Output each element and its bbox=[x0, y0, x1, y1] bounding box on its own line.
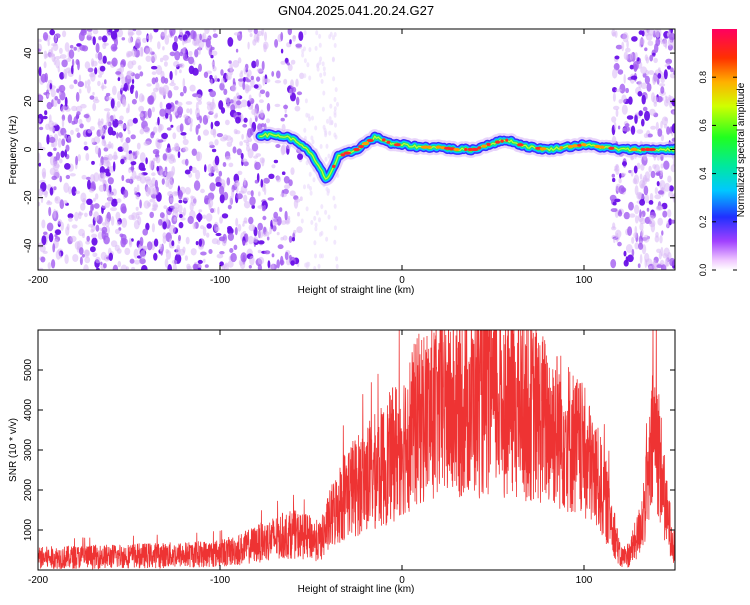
colorbar-label: Normalized spectral amplitude bbox=[736, 82, 747, 217]
spectrogram-plot-area bbox=[38, 29, 675, 270]
colorbar: 0.0 0.2 0.4 0.6 0.8 Normalized spectral ampl… bbox=[698, 29, 747, 276]
snr-y-tick-label: 3000 bbox=[23, 438, 34, 461]
signal-trace bbox=[253, 126, 675, 186]
spectrogram-y-ticks: -40 -20 0 20 40 bbox=[23, 47, 675, 253]
snr-x-tick-label: -200 bbox=[28, 575, 48, 586]
noise-speckles bbox=[38, 29, 675, 270]
snr-y-ticks: 1000 2000 3000 4000 5000 bbox=[23, 358, 675, 541]
snr-panel: -200 -100 0 100 1000 2000 3000 4000 5000 Height… bbox=[8, 329, 676, 595]
colorbar-tick-label: 0.0 bbox=[698, 264, 708, 277]
snr-y-tick-label: 1000 bbox=[23, 518, 34, 541]
spectrogram-y-tick-label: -20 bbox=[23, 190, 34, 205]
snr-x-tick-label: -100 bbox=[210, 575, 230, 586]
colorbar-ticks: 0.0 0.2 0.4 0.6 0.8 bbox=[698, 71, 737, 276]
spectrogram-x-tick-label: -100 bbox=[210, 275, 230, 286]
colorbar-tick-label: 0.4 bbox=[698, 167, 708, 180]
spectrogram-y-tick-label: 0 bbox=[23, 146, 34, 152]
snr-y-axis-label: SNR (10 * v/v) bbox=[8, 418, 19, 482]
snr-y-tick-label: 5000 bbox=[23, 358, 34, 381]
spectrogram-x-ticks: -200 -100 0 100 bbox=[28, 29, 593, 286]
spectrogram-y-tick-label: 20 bbox=[23, 95, 34, 107]
spectrogram-x-tick-label: 100 bbox=[576, 275, 593, 286]
spectrogram-x-axis-label: Height of straight line (km) bbox=[298, 285, 415, 296]
spectrogram-y-tick-label: 40 bbox=[23, 47, 34, 59]
colorbar-tick-label: 0.6 bbox=[698, 119, 708, 132]
snr-x-tick-label: 0 bbox=[399, 575, 405, 586]
snr-x-axis-label: Height of straight line (km) bbox=[298, 584, 415, 595]
figure-title: GN04.2025.041.20.24.G27 bbox=[278, 3, 434, 18]
spectrogram-y-tick-label: -40 bbox=[23, 238, 34, 253]
snr-y-tick-label: 4000 bbox=[23, 398, 34, 421]
spectrogram-y-axis-label: Frequency (Hz) bbox=[8, 116, 19, 185]
spectrogram-x-tick-label: 0 bbox=[399, 275, 405, 286]
snr-plot-area bbox=[38, 330, 675, 570]
colorbar-gradient bbox=[712, 29, 737, 270]
snr-x-ticks: -200 -100 0 100 bbox=[28, 330, 593, 586]
spectrogram-x-tick-label: -200 bbox=[28, 275, 48, 286]
snr-x-tick-label: 100 bbox=[576, 575, 593, 586]
colorbar-tick-label: 0.2 bbox=[698, 216, 708, 229]
snr-series-line bbox=[38, 330, 675, 570]
colorbar-tick-label: 0.8 bbox=[698, 71, 708, 84]
snr-y-tick-label: 2000 bbox=[23, 478, 34, 501]
